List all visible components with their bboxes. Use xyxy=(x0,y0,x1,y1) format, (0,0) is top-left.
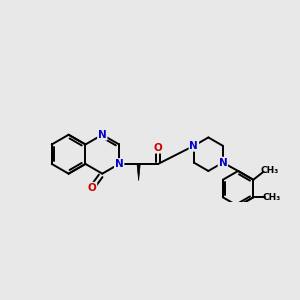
Text: N: N xyxy=(115,159,124,169)
Text: N: N xyxy=(218,158,227,168)
Polygon shape xyxy=(137,164,140,181)
Text: CH₃: CH₃ xyxy=(260,166,279,175)
Text: O: O xyxy=(154,143,163,153)
Text: N: N xyxy=(190,141,198,151)
Text: O: O xyxy=(88,183,96,193)
Text: N: N xyxy=(98,130,107,140)
Text: CH₃: CH₃ xyxy=(262,193,280,202)
